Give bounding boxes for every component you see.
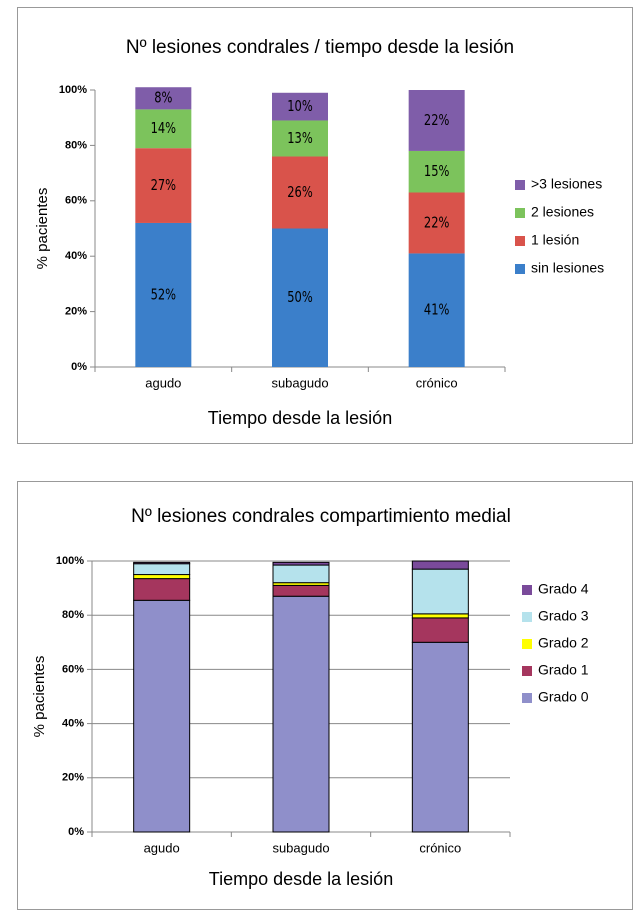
bar-segment [272,584,330,597]
y-tick-label: 80% [62,609,84,621]
legend-swatch [522,693,532,703]
legend-label: Grado 4 [538,581,589,597]
bar-segment [408,192,465,254]
legend-swatch [515,236,525,246]
data-label: 13% [287,130,313,147]
y-tick-label: 0% [71,361,87,373]
bar-segment [408,253,465,367]
bar-segment [135,148,192,223]
legend-label: 2 lesiones [531,204,594,220]
x-tick-label: agudo [144,840,180,855]
bar-segment [272,120,328,157]
legend-label: sin lesiones [531,260,604,276]
y-tick-label: 80% [65,139,87,151]
data-label: 10% [287,98,313,115]
data-label: 26% [287,184,313,201]
legend-label: Grado 2 [538,635,589,651]
bar-segment [408,150,465,193]
x-tick-label: agudo [145,375,181,390]
data-label: 41% [424,302,450,319]
bar-segment [135,222,192,367]
legend-swatch [522,585,532,595]
bar-segment [133,574,191,580]
bar-segment [411,560,469,570]
bar-segment [411,641,469,833]
legend-swatch [515,264,525,274]
legend-label: Grado 3 [538,608,589,624]
data-label: 15% [424,163,450,180]
data-label: 22% [424,112,450,129]
bar-segment [408,90,465,151]
y-tick-label: 40% [62,718,84,730]
y-tick-label: 100% [59,84,87,96]
data-label: 14% [151,120,177,137]
bar-segment [272,564,330,584]
legend-swatch [515,208,525,218]
y-axis-title: % pacientes [31,656,48,738]
legend-swatch [522,612,532,622]
x-tick-label: subagudo [272,840,329,855]
y-axis-title: % pacientes [34,188,51,270]
y-tick-label: 20% [65,306,87,318]
x-axis-title: Tiempo desde la lesión [208,408,392,428]
bar-segment [272,156,328,229]
y-tick-label: 0% [68,826,84,838]
x-tick-label: crónico [419,840,461,855]
data-label: 52% [151,286,177,303]
legend-swatch [522,639,532,649]
y-tick-label: 40% [65,250,87,262]
bar-segment [133,563,191,576]
bar-segment [272,595,330,833]
chart-title: Nº lesiones condrales / tiempo desde la … [126,37,514,58]
chart-title: Nº lesiones condrales compartimiento med… [131,506,511,527]
bar-segment [135,87,192,110]
bar-segment [411,568,469,615]
legend-swatch [515,180,525,190]
x-tick-label: subagudo [271,375,328,390]
legend-label: Grado 0 [538,689,589,705]
legend-label: >3 lesiones [531,176,602,192]
data-label: 8% [154,90,172,107]
bar-segment [133,599,191,833]
x-tick-label: crónico [416,375,458,390]
bar-segment [272,92,328,121]
legend-swatch [522,666,532,676]
bar-segment [133,561,191,565]
x-axis-title: Tiempo desde la lesión [209,869,393,889]
bar-segment [133,578,191,601]
bar-segment [135,109,192,149]
bar-segment [272,228,328,367]
bar-segment [272,561,330,566]
bar-segment [411,617,469,643]
bar-segment [411,613,469,619]
legend-label: 1 lesión [531,232,579,248]
data-label: 22% [424,214,450,231]
data-label: 27% [151,177,177,194]
data-label: 50% [287,289,313,306]
y-tick-label: 100% [56,555,84,567]
legend-label: Grado 1 [538,662,589,678]
y-tick-label: 60% [65,195,87,207]
y-tick-label: 60% [62,663,84,675]
y-tick-label: 20% [62,772,84,784]
